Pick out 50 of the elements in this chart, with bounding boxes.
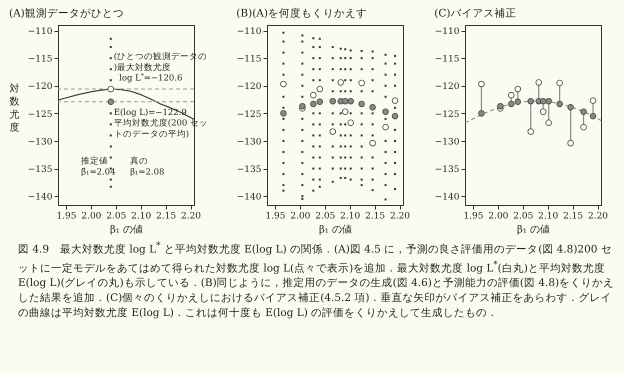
- annotation: 真のβ₁=2.08: [130, 155, 164, 178]
- y-tick-label: −110: [236, 27, 262, 38]
- chart-title: (B)(A)を何度もくりかえす: [236, 6, 367, 20]
- x-tick-label: 2.00: [488, 212, 509, 222]
- x-tick-label: 2.20: [588, 212, 608, 222]
- chart-title: (C)バイアス補正: [434, 6, 517, 20]
- y-tick-label: −115: [28, 54, 53, 65]
- x-tick-label: 1.95: [56, 212, 77, 222]
- x-tick-label: 2.00: [81, 212, 102, 222]
- x-tick-label: 1.95: [463, 212, 484, 222]
- chart-title: (A)観測データがひとつ: [9, 8, 124, 20]
- y-tick-label: −110: [434, 27, 460, 38]
- x-axis-title: β₁ の値: [110, 224, 143, 236]
- y-tick-label: −130: [28, 137, 53, 148]
- x-tick-label: 2.05: [315, 212, 336, 222]
- annotation: log L$^{*}$=−120.6: [119, 72, 182, 84]
- y-tick-label: −125: [434, 110, 460, 120]
- x-tick-label: 2.15: [563, 212, 584, 222]
- x-axis-title: β₁ の値: [319, 224, 352, 236]
- text: 図 4.9 最大対数尤度 log L$^{*}$ と平均対数尤度 E(log L) の関係．(A)図 4.5 に，予測の良さ評価用のデータ(図 4.8)200 セットに一定モデルをあてはめて得られた対数尤度 log L(点々で表示)を追加．最大対数尤度 log L$^{*}$(白丸)と平均対数尤度 E(log L)(グレイの丸)も示している．(B)同じように，推定用のデータの生成(図 4.6)と予測能力の評価(図 4.8)をくりかえした結果を追加．(C)個々のくりかえしにおけるバイアス補正(4.5.2 項)．垂直な矢印がバイアス補正をあらわす．グレイの曲線は平均対数尤度 E(log L)．これは何十度も E(log L) の評価をくりかえして生成したもの．: [18, 241, 614, 319]
- y-tick-label: −140: [434, 192, 460, 203]
- y-tick-label: −120: [28, 82, 53, 92]
- y-tick-label: −140: [28, 192, 53, 203]
- y-tick-label: −135: [28, 165, 53, 176]
- x-tick-label: 2.05: [513, 212, 534, 222]
- x-tick-label: 2.20: [390, 212, 410, 222]
- y-tick-label: −110: [28, 27, 53, 38]
- y-tick-label: −120: [236, 82, 262, 92]
- y-tick-label: −130: [434, 137, 460, 148]
- x-tick-label: 2.15: [156, 212, 176, 222]
- y-tick-label: −140: [236, 192, 262, 203]
- x-tick-label: 2.20: [180, 212, 202, 222]
- y-tick-label: −125: [28, 110, 53, 120]
- y-tick-label: −135: [434, 165, 460, 176]
- annotation: 推定値β̂₁=2.04: [81, 155, 116, 178]
- x-tick-label: 2.05: [106, 212, 127, 222]
- x-tick-label: 2.10: [340, 212, 360, 222]
- y-tick-label: −125: [236, 110, 262, 120]
- x-tick-label: 2.10: [538, 212, 558, 222]
- x-tick-label: 2.00: [290, 212, 311, 222]
- y-tick-label: −135: [236, 165, 262, 176]
- y-tick-label: −115: [434, 54, 460, 65]
- y-axis-title: 対数尤度: [10, 82, 20, 134]
- x-tick-label: 2.15: [365, 212, 386, 222]
- y-tick-label: −130: [236, 137, 262, 148]
- x-tick-label: 2.10: [131, 212, 152, 222]
- x-axis-title: β₁ の値: [517, 224, 550, 236]
- x-tick-label: 1.95: [265, 212, 286, 222]
- y-tick-label: −115: [236, 54, 262, 65]
- y-tick-label: −120: [434, 82, 460, 92]
